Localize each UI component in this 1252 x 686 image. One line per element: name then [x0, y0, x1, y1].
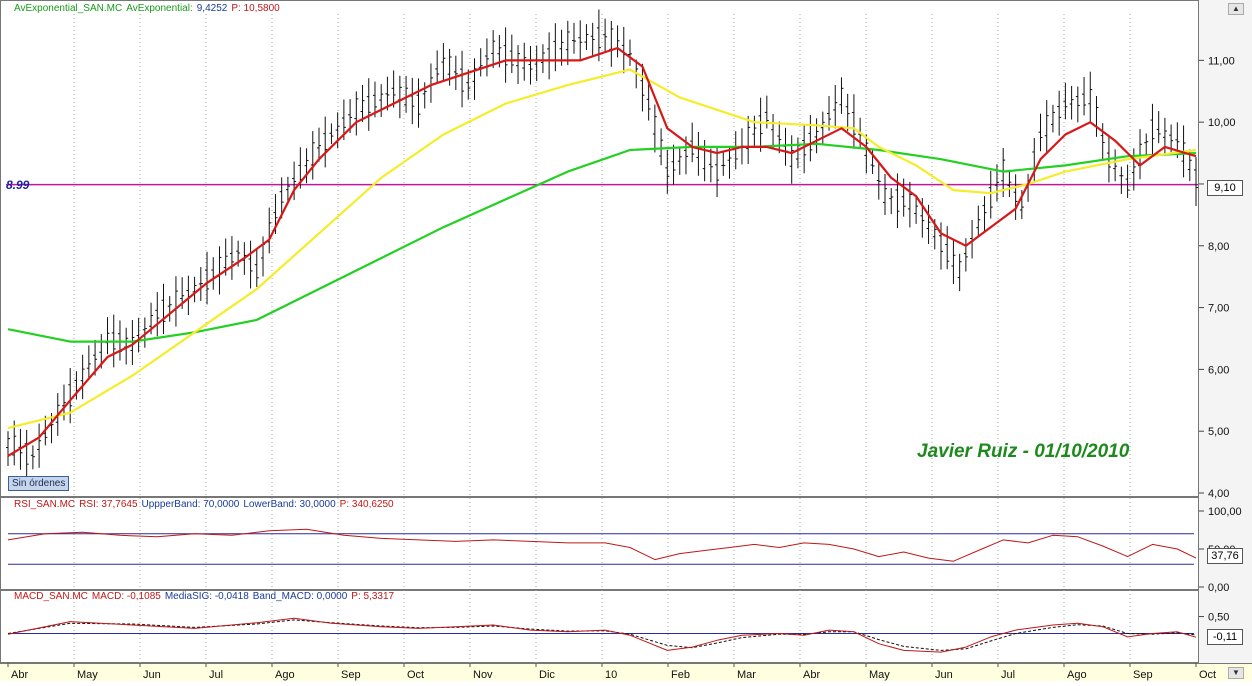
x-axis-strip [0, 663, 1252, 681]
x-tick-label: Sep [1133, 669, 1153, 681]
macd-y-tick-label: 0,50 [1208, 612, 1229, 624]
x-tick-label: Jun [935, 669, 953, 681]
scroll-up-button[interactable]: ▲ [1228, 3, 1244, 15]
series-ema_medium [7, 68, 1197, 430]
macd-signal-line [7, 619, 1197, 651]
rsi-last-value-badge: 37,76 [1207, 548, 1243, 564]
x-tick-label: May [869, 669, 890, 681]
header-main-3: P: 10,5800 [231, 3, 280, 14]
price-y-tick-label: 11,00 [1208, 55, 1235, 67]
header-main-2: 9,4252 [196, 3, 228, 14]
header-rsi-1: RSI: 37,7645 [79, 499, 138, 510]
series-ema_long [7, 142, 1197, 343]
header-macd-2: MediaSIG: -0,0418 [164, 591, 249, 602]
x-tick-label: 10 [605, 669, 617, 681]
x-tick-label: Jul [1001, 669, 1015, 681]
rsi-panel-header: RSI_SAN.MC RSI: 37,7645 UppperBand: 70,000… [14, 499, 398, 511]
series-ema_short [7, 46, 1197, 457]
header-rsi-2: UppperBand: 70,0000 [141, 499, 240, 510]
rsi-y-tick-label: 100,00 [1208, 506, 1242, 518]
price-y-tick-label: 10,00 [1208, 117, 1236, 129]
panel-frame-2 [0, 590, 1199, 663]
author-watermark: Javier Ruiz - 01/10/2010 [917, 441, 1130, 462]
x-tick-label: May [77, 669, 98, 681]
level-label: 8.99 [6, 178, 30, 192]
x-tick-label: Ago [275, 669, 295, 681]
header-macd-0: MACD_SAN.MC [14, 591, 88, 602]
price-y-tick-label: 4,00 [1208, 488, 1229, 500]
price-y-tick-label: 7,00 [1208, 303, 1229, 315]
header-rsi-3: LowerBand: 30,0000 [243, 499, 336, 510]
header-macd-4: P: 5,3317 [351, 591, 395, 602]
macd-last-value-badge: -0,11 [1207, 629, 1243, 645]
price-panel-header: AvExponential_SAN.MC AvExponential: 9,4252… [14, 3, 284, 15]
x-tick-label: Dic [539, 669, 555, 681]
x-tick-label: Oct [407, 669, 424, 681]
x-tick-label: Mar [737, 669, 756, 681]
header-rsi-4: P: 340,6250 [339, 499, 394, 510]
x-tick-label: Feb [671, 669, 690, 681]
macd-panel-header: MACD_SAN.MC MACD: -0,1085 MediaSIG: -0,041… [14, 591, 398, 603]
price-y-tick-label: 5,00 [1208, 426, 1229, 438]
rsi-line [7, 528, 1197, 562]
panel-frame-1 [0, 497, 1199, 590]
price-y-tick-label: 6,00 [1208, 364, 1229, 376]
x-tick-label: Jun [143, 669, 161, 681]
header-macd-3: Band_MACD: 0,0000 [252, 591, 348, 602]
x-tick-label: Abr [11, 669, 28, 681]
x-tick-label: Oct [1199, 669, 1216, 681]
header-main-1: AvExponential: [126, 3, 193, 14]
x-tick-label: Ago [1067, 669, 1087, 681]
panel-frame-0 [0, 0, 1199, 497]
header-main-0: AvExponential_SAN.MC [14, 3, 123, 14]
orders-status-button[interactable]: Sin órdenes [8, 476, 70, 491]
x-tick-label: Abr [803, 669, 820, 681]
price-last-value-badge: 9,10 [1207, 180, 1243, 196]
x-tick-label: Sep [341, 669, 361, 681]
x-tick-label: Nov [473, 669, 493, 681]
macd-line [7, 617, 1197, 653]
x-tick-label: Jul [209, 669, 223, 681]
scroll-down-button[interactable]: ▼ [1228, 667, 1244, 679]
header-macd-1: MACD: -0,1085 [91, 591, 161, 602]
header-rsi-0: RSI_SAN.MC [14, 499, 76, 510]
price-y-tick-label: 8,00 [1208, 241, 1229, 253]
rsi-y-tick-label: 0,00 [1208, 582, 1229, 594]
